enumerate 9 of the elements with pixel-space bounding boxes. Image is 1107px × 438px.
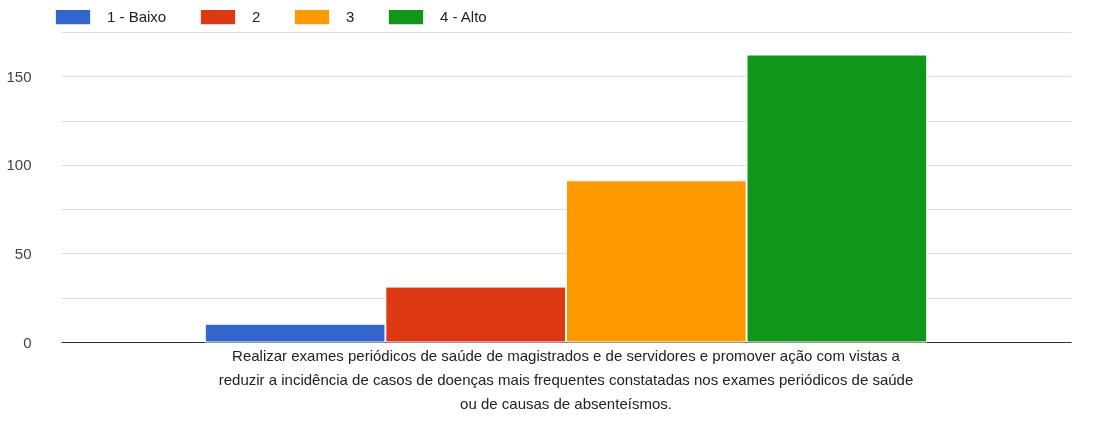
legend-label: 3 — [346, 8, 355, 26]
legend-label: 2 — [252, 8, 261, 26]
legend-label: 4 - Alto — [440, 8, 487, 26]
y-tick-label: 150 — [6, 67, 32, 85]
x-tick-label: Realizar exames periódicos de saúde de magistrados e de servidores e promover ação com vistas a reduzir a incidência de casos de doenças mais frequentes constatadas nos exames periódicos de saúde ou de causas de absenteísmos. — [218, 346, 914, 412]
y-tick-label: 0 — [23, 333, 32, 351]
y-tick-label: 50 — [14, 244, 32, 262]
legend-label: 1 - Baixo — [107, 8, 167, 26]
y-tick-label: 100 — [6, 156, 32, 174]
